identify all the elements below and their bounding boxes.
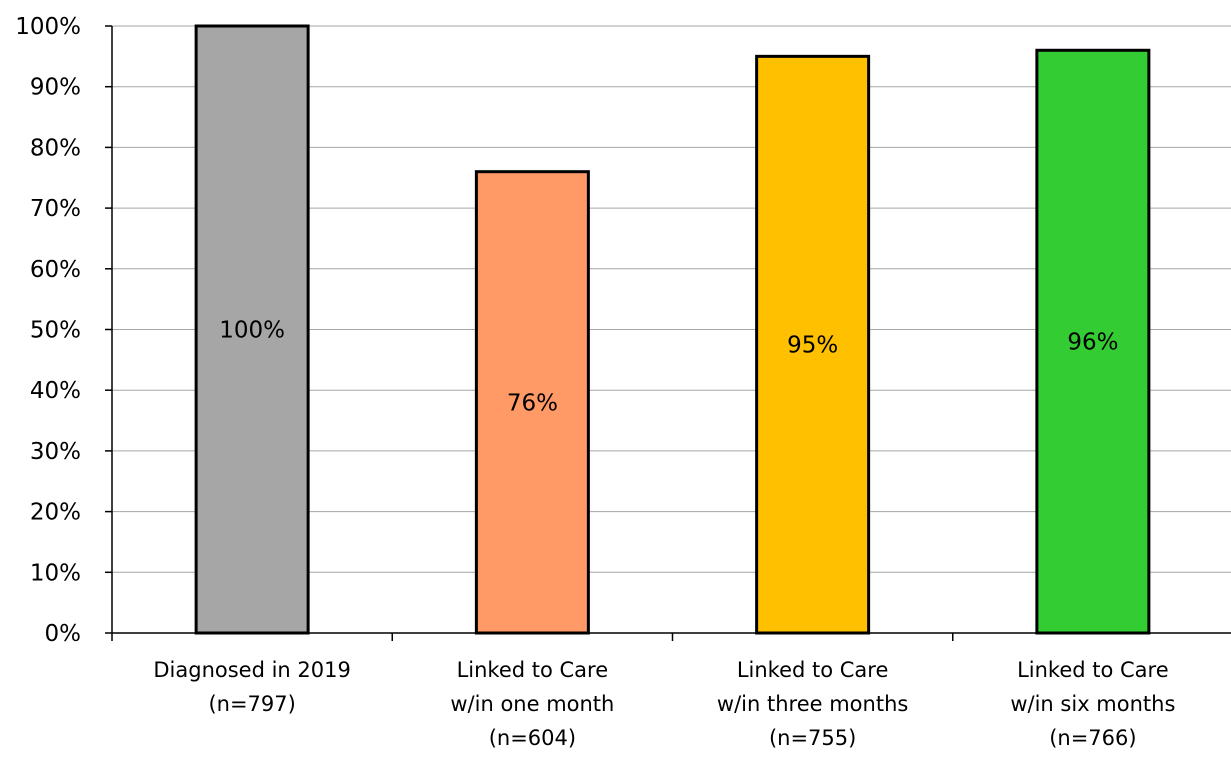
y-tick-label: 70% [30,196,81,222]
bar-data-label: 96% [1067,330,1118,356]
bar [474,170,590,635]
labels: 100% Diagnosed in 2019 (n=797) 76% Linked to… [153,318,1175,751]
y-tick-label: 80% [30,135,81,161]
bar-data-label: 76% [507,390,558,416]
bars [194,24,1151,635]
y-tick-label: 50% [30,318,81,344]
x-category-label: (n=755) [769,726,856,750]
y-tick-label: 0% [45,621,82,647]
x-category-label: w/in one month [450,692,614,716]
x-category-label: Linked to Care [457,658,609,682]
bar [194,24,310,635]
x-category-label: (n=797) [208,692,295,716]
y-tick-label: 40% [30,378,81,404]
x-category-label: Linked to Care [737,658,889,682]
x-category-label: w/in six months [1010,692,1175,716]
y-tick-label: 20% [30,500,81,526]
x-category-label: w/in three months [717,692,908,716]
x-category-label: Diagnosed in 2019 [153,658,351,682]
bar [755,54,871,635]
y-tick-label: 90% [30,75,81,101]
y-tick-label: 30% [30,439,81,465]
x-category-label: Linked to Care [1017,658,1169,682]
bar-data-label: 95% [787,333,838,359]
y-tick-label: 10% [30,560,81,586]
y-tick-label: 100% [15,14,81,40]
y-tick-label: 60% [30,257,81,283]
bar-data-label: 100% [219,318,285,344]
bar [1035,48,1151,635]
x-category-label: (n=604) [489,726,576,750]
x-category-label: (n=766) [1049,726,1136,750]
axes: 0% 10% 20% 30% 40% 50% 60% 70% 80% 90% 100% [15,14,1231,647]
